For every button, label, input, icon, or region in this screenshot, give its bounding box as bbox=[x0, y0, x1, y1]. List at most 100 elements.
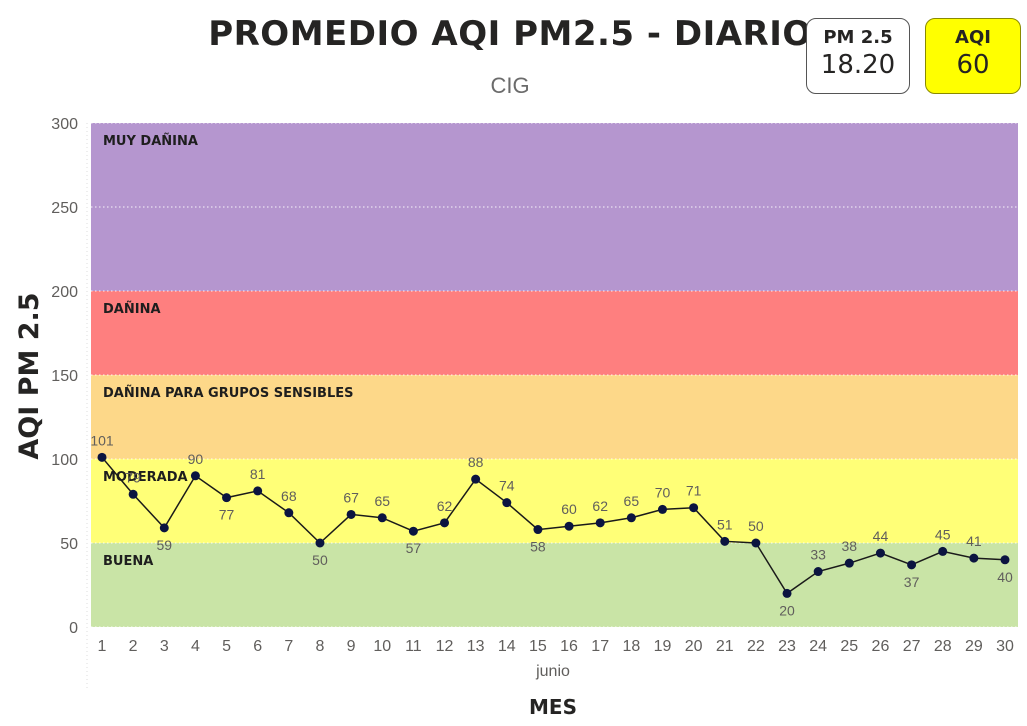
data-label-25: 44 bbox=[873, 528, 889, 544]
x-tick-label-12: 13 bbox=[467, 638, 485, 655]
data-point-12 bbox=[471, 474, 481, 484]
pm25-card-value: 18.20 bbox=[820, 50, 896, 80]
aqi-card-label: AQI bbox=[955, 27, 991, 48]
x-tick-label-27: 28 bbox=[934, 638, 952, 655]
data-point-17 bbox=[626, 513, 636, 523]
band-label-2: DAÑINA PARA GRUPOS SENSIBLES bbox=[103, 385, 354, 401]
y-tick-label-2: 100 bbox=[51, 452, 78, 469]
y-tick-label-4: 200 bbox=[51, 284, 78, 301]
x-tick-label-18: 19 bbox=[654, 638, 672, 655]
data-point-23 bbox=[813, 567, 823, 577]
y-axis-title: AQI PM 2.5 bbox=[14, 292, 45, 459]
data-point-14 bbox=[533, 525, 543, 535]
data-point-2 bbox=[159, 523, 169, 533]
data-point-9 bbox=[377, 513, 387, 523]
data-label-24: 38 bbox=[842, 538, 858, 554]
data-label-28: 41 bbox=[966, 533, 982, 549]
data-label-3: 90 bbox=[188, 451, 204, 467]
data-point-22 bbox=[782, 588, 792, 598]
x-tick-label-22: 23 bbox=[778, 638, 796, 655]
y-tick-label-0: 0 bbox=[69, 620, 78, 637]
data-point-19 bbox=[689, 503, 699, 513]
data-point-11 bbox=[440, 518, 450, 528]
x-tick-label-25: 26 bbox=[872, 638, 890, 655]
x-tick-label-10: 11 bbox=[405, 638, 422, 655]
data-label-27: 45 bbox=[935, 526, 951, 542]
y-tick-label-6: 300 bbox=[51, 116, 78, 133]
data-point-26 bbox=[907, 560, 917, 570]
data-label-6: 68 bbox=[281, 488, 297, 504]
x-tick-label-19: 20 bbox=[685, 638, 703, 655]
data-label-19: 71 bbox=[686, 483, 702, 499]
x-tick-label-20: 21 bbox=[716, 638, 734, 655]
data-point-3 bbox=[190, 471, 200, 481]
data-label-23: 33 bbox=[810, 547, 826, 563]
band-1 bbox=[91, 459, 1018, 543]
series-line bbox=[101, 456, 1006, 595]
data-label-5: 81 bbox=[250, 466, 266, 482]
data-label-26: 37 bbox=[904, 574, 920, 590]
y-tick-label-5: 250 bbox=[51, 200, 78, 217]
x-group-label: junio bbox=[535, 663, 570, 680]
data-point-15 bbox=[564, 521, 574, 531]
chart-subtitle: CIG bbox=[490, 73, 530, 98]
x-tick-label-9: 10 bbox=[373, 638, 391, 655]
data-point-16 bbox=[595, 518, 605, 528]
x-tick-label-23: 24 bbox=[809, 638, 827, 655]
data-label-4: 77 bbox=[219, 507, 235, 523]
data-label-21: 50 bbox=[748, 518, 764, 534]
data-label-9: 65 bbox=[374, 493, 390, 509]
data-label-1: 79 bbox=[125, 469, 141, 485]
x-tick-label-1: 2 bbox=[129, 638, 138, 655]
data-label-0: 101 bbox=[90, 432, 114, 448]
x-tick-label-16: 17 bbox=[591, 638, 609, 655]
x-tick-label-8: 9 bbox=[347, 638, 356, 655]
x-axis-title: MES bbox=[529, 695, 577, 719]
data-point-8 bbox=[346, 509, 356, 519]
data-label-16: 62 bbox=[592, 498, 608, 514]
y-tick-label-3: 150 bbox=[51, 368, 78, 385]
data-label-18: 70 bbox=[655, 484, 671, 500]
data-label-15: 60 bbox=[561, 501, 577, 517]
data-label-22: 20 bbox=[779, 602, 795, 618]
aqi-card[interactable]: AQI 60 bbox=[925, 18, 1021, 94]
data-point-25 bbox=[875, 548, 885, 558]
data-point-24 bbox=[844, 558, 854, 568]
data-point-27 bbox=[938, 546, 948, 556]
x-tick-label-5: 6 bbox=[253, 638, 262, 655]
data-point-6 bbox=[284, 508, 294, 518]
x-tick-label-13: 14 bbox=[498, 638, 516, 655]
data-label-8: 67 bbox=[343, 489, 359, 505]
band-label-4: MUY DAÑINA bbox=[103, 133, 198, 149]
data-label-10: 57 bbox=[406, 540, 422, 556]
data-point-0 bbox=[97, 452, 107, 462]
data-label-12: 88 bbox=[468, 454, 484, 470]
data-label-7: 50 bbox=[312, 552, 328, 568]
data-point-20 bbox=[720, 536, 730, 546]
pm25-card[interactable]: PM 2.5 18.20 bbox=[806, 18, 910, 94]
data-point-29 bbox=[1000, 555, 1010, 565]
data-label-17: 65 bbox=[624, 493, 640, 509]
data-label-14: 58 bbox=[530, 539, 546, 555]
x-tick-label-7: 8 bbox=[316, 638, 325, 655]
data-label-29: 40 bbox=[997, 569, 1013, 585]
pm25-card-label: PM 2.5 bbox=[823, 27, 893, 48]
x-tick-label-2: 3 bbox=[160, 638, 169, 655]
x-tick-label-11: 12 bbox=[436, 638, 454, 655]
data-point-21 bbox=[751, 538, 761, 548]
x-tick-label-0: 1 bbox=[98, 638, 107, 655]
data-label-11: 62 bbox=[437, 498, 453, 514]
aqi-card-value: 60 bbox=[956, 50, 990, 80]
x-tick-label-21: 22 bbox=[747, 638, 765, 655]
data-label-13: 74 bbox=[499, 478, 515, 494]
x-tick-label-24: 25 bbox=[840, 638, 858, 655]
band-4 bbox=[91, 123, 1018, 291]
x-tick-label-28: 29 bbox=[965, 638, 983, 655]
y-tick-label-1: 50 bbox=[60, 536, 78, 553]
x-tick-label-15: 16 bbox=[560, 638, 578, 655]
data-point-5 bbox=[253, 486, 263, 496]
data-point-4 bbox=[222, 493, 232, 503]
data-label-2: 59 bbox=[156, 537, 172, 553]
x-tick-label-3: 4 bbox=[191, 638, 200, 655]
